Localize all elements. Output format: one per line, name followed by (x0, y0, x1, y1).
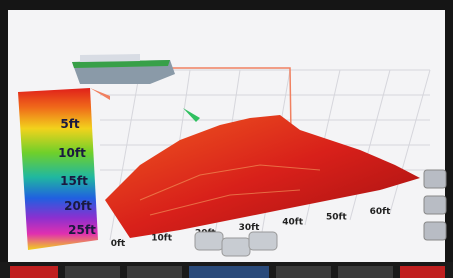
depth-label: 5ft (60, 117, 80, 131)
distance-label: 60ft (370, 207, 391, 217)
toolbar-button[interactable] (400, 266, 445, 278)
distance-label: 50ft (326, 212, 347, 222)
distance-label: 10ft (151, 234, 172, 244)
side-button[interactable] (424, 196, 446, 214)
toolbar-button[interactable] (338, 266, 393, 278)
sonar-screen: 5ft10ft15ft20ft25ft 0ft10ft20ft30ft40ft5… (0, 0, 453, 278)
toolbar-button[interactable] (276, 266, 331, 278)
toolbar-button[interactable] (65, 266, 120, 278)
zoom-button[interactable] (249, 232, 277, 250)
page: 5ft10ft15ft20ft25ft 0ft10ft20ft30ft40ft5… (0, 0, 453, 278)
side-button[interactable] (424, 222, 446, 240)
toolbar-button[interactable] (127, 266, 182, 278)
distance-label: 40ft (282, 218, 303, 228)
toolbar-button[interactable] (189, 266, 269, 278)
zoom-button[interactable] (222, 238, 250, 256)
distance-label: 0ft (111, 239, 126, 249)
depth-label: 20ft (64, 199, 92, 213)
zoom-button[interactable] (195, 232, 223, 250)
toolbar-button[interactable] (10, 266, 58, 278)
boat-cabin (80, 54, 140, 62)
side-button[interactable] (424, 170, 446, 188)
depth-label: 15ft (60, 174, 88, 188)
depth-label: 25ft (68, 223, 96, 237)
depth-label: 10ft (58, 146, 86, 160)
